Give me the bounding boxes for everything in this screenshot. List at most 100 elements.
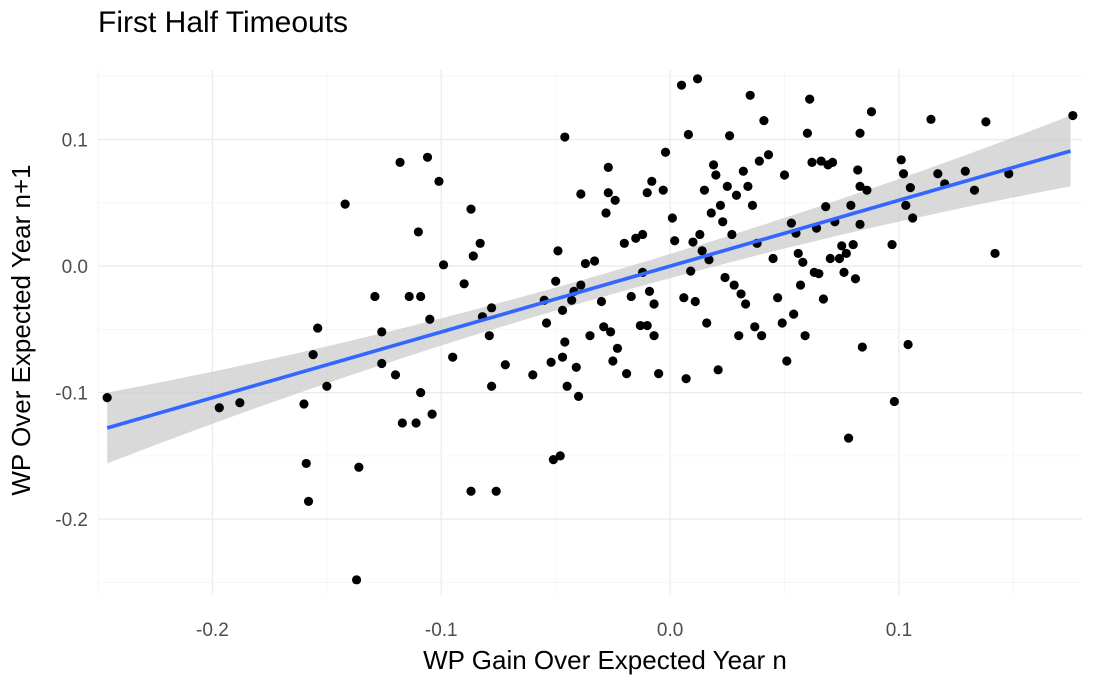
data-point xyxy=(571,362,581,372)
data-point xyxy=(468,251,478,261)
data-point xyxy=(777,318,787,328)
data-point xyxy=(773,293,783,303)
data-point xyxy=(395,157,405,167)
points-layer xyxy=(102,74,1078,585)
data-point xyxy=(562,381,572,391)
data-point xyxy=(736,289,746,299)
data-point xyxy=(466,486,476,496)
data-point xyxy=(567,295,577,305)
x-tick-label: -0.1 xyxy=(425,620,458,641)
data-point xyxy=(576,280,586,290)
data-point xyxy=(747,200,758,210)
data-point xyxy=(390,370,401,380)
data-point xyxy=(855,128,865,138)
y-tick-label: 0.0 xyxy=(62,257,88,278)
data-point xyxy=(862,185,872,195)
data-point xyxy=(848,239,858,250)
data-point xyxy=(896,155,906,165)
data-point xyxy=(425,314,435,324)
data-point xyxy=(354,462,364,472)
data-point xyxy=(585,331,595,341)
x-tick-label: 0.0 xyxy=(657,620,683,641)
chart-title: First Half Timeouts xyxy=(98,6,348,39)
data-point xyxy=(686,266,696,276)
data-point xyxy=(926,114,936,124)
y-axis-title: WP Over Expected Year n+1 xyxy=(6,164,36,495)
data-point xyxy=(301,458,311,469)
data-point xyxy=(990,248,1000,259)
data-point xyxy=(411,418,421,428)
data-point xyxy=(560,132,570,142)
data-point xyxy=(786,218,796,228)
data-point xyxy=(681,374,691,384)
data-point xyxy=(908,213,918,223)
data-point xyxy=(768,253,778,264)
data-point xyxy=(626,291,636,302)
data-point xyxy=(484,331,494,341)
data-point xyxy=(782,356,792,366)
data-point xyxy=(308,350,318,360)
data-point xyxy=(102,393,112,403)
data-point xyxy=(887,239,897,250)
data-point xyxy=(795,280,806,290)
data-point xyxy=(351,575,362,585)
data-point xyxy=(466,204,476,214)
data-point xyxy=(1004,169,1014,179)
data-point xyxy=(679,293,689,303)
data-point xyxy=(487,381,497,391)
data-point xyxy=(727,229,737,240)
data-point xyxy=(688,237,698,247)
data-point xyxy=(846,200,856,210)
data-point xyxy=(638,229,648,240)
data-point xyxy=(683,129,694,140)
data-point xyxy=(843,433,854,443)
data-point xyxy=(658,185,668,195)
data-point xyxy=(839,267,849,278)
data-point xyxy=(734,331,744,341)
data-point xyxy=(541,318,552,328)
data-point xyxy=(370,291,380,302)
data-point xyxy=(660,147,671,157)
data-point xyxy=(763,150,774,160)
data-point xyxy=(670,236,680,246)
data-point xyxy=(1068,110,1078,121)
data-point xyxy=(605,327,616,337)
data-point xyxy=(738,166,748,176)
data-point xyxy=(422,152,433,162)
data-point xyxy=(807,157,817,167)
data-point xyxy=(649,331,659,341)
data-point xyxy=(555,451,565,461)
data-point xyxy=(619,238,629,248)
data-point xyxy=(827,157,838,167)
data-point xyxy=(603,188,613,198)
data-point xyxy=(649,299,659,309)
x-tick-label: -0.2 xyxy=(196,620,229,641)
data-point xyxy=(706,208,716,218)
data-point xyxy=(743,181,753,191)
data-point xyxy=(816,156,826,166)
data-point xyxy=(413,227,423,237)
data-point xyxy=(631,233,641,243)
y-tick-label: 0.1 xyxy=(62,131,88,152)
y-tick-label: -0.2 xyxy=(55,510,88,531)
data-point xyxy=(713,365,723,375)
data-point xyxy=(798,257,808,267)
data-point xyxy=(635,320,645,331)
data-point xyxy=(612,343,623,353)
data-point xyxy=(711,170,721,180)
x-tick-label: 0.1 xyxy=(886,620,912,641)
data-point xyxy=(551,276,561,286)
y-tick-label: -0.1 xyxy=(55,384,88,405)
data-point xyxy=(960,166,970,176)
data-point xyxy=(901,200,911,210)
data-point xyxy=(903,339,913,350)
data-point xyxy=(576,189,586,199)
data-point xyxy=(377,327,387,337)
data-point xyxy=(898,169,909,179)
data-point xyxy=(750,322,760,332)
data-point xyxy=(889,396,899,407)
data-point xyxy=(416,387,426,398)
data-point xyxy=(589,256,600,266)
data-point xyxy=(322,381,332,391)
data-point xyxy=(500,360,510,370)
